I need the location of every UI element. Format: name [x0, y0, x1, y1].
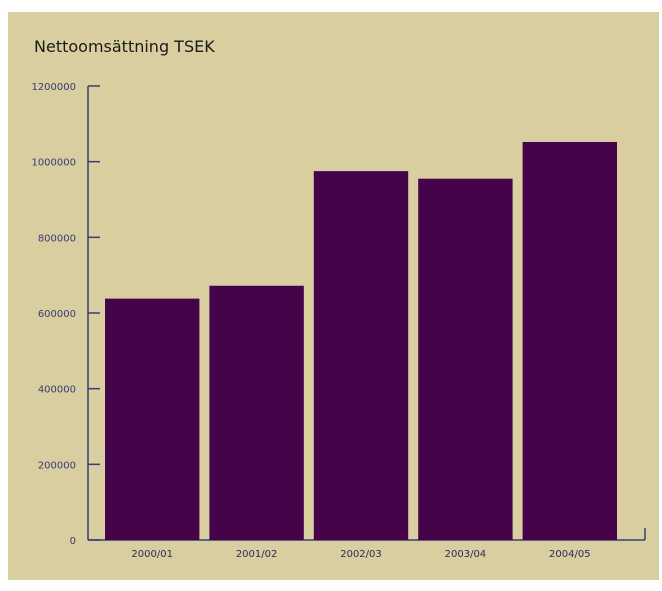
bar-2000-01 — [105, 298, 200, 540]
y-tick-label-0: 0 — [70, 536, 76, 547]
y-tick-label-3: 600000 — [38, 309, 76, 320]
bar-2001-02 — [209, 285, 304, 540]
bar-2003-04 — [418, 178, 513, 541]
bar-2004-05 — [522, 141, 617, 540]
y-tick-label-6: 1200000 — [31, 82, 76, 93]
bars — [105, 141, 617, 541]
labels: 0 200000 400000 600000 800000 1000000 1200000 2… — [31, 82, 590, 560]
y-tick-label-1: 200000 — [38, 460, 76, 471]
x-tick-label-0: 2000/01 — [131, 549, 173, 560]
x-tick-label-2: 2002/03 — [340, 549, 382, 560]
y-tick-label-2: 400000 — [38, 385, 76, 396]
y-tick-label-5: 1000000 — [31, 158, 76, 169]
bar-2002-03 — [313, 171, 409, 540]
x-tick-label-1: 2001/02 — [236, 549, 278, 560]
x-tick-label-3: 2003/04 — [445, 549, 487, 560]
x-tick-label-4: 2004/05 — [549, 549, 591, 560]
chart-title: Nettoomsättning TSEK — [34, 37, 215, 56]
y-tick-label-4: 800000 — [38, 233, 76, 244]
